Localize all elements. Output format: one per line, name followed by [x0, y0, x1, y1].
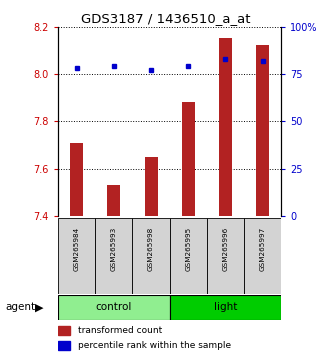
Text: GDS3187 / 1436510_a_at: GDS3187 / 1436510_a_at	[81, 12, 250, 25]
Bar	[107, 185, 120, 216]
Bar	[256, 46, 269, 216]
Bar	[182, 102, 195, 216]
Text: percentile rank within the sample: percentile rank within the sample	[78, 341, 231, 350]
Text: GSM265984: GSM265984	[73, 227, 79, 271]
Bar	[58, 218, 95, 294]
Bar	[58, 295, 169, 320]
Text: light: light	[214, 302, 237, 313]
Bar	[169, 218, 207, 294]
Bar	[207, 218, 244, 294]
Text: control: control	[96, 302, 132, 313]
Bar	[145, 157, 158, 216]
Text: GSM265996: GSM265996	[222, 227, 228, 271]
Bar	[95, 218, 132, 294]
Text: GSM265993: GSM265993	[111, 227, 117, 271]
Text: agent: agent	[5, 302, 35, 312]
Bar	[58, 326, 70, 335]
Text: GSM265998: GSM265998	[148, 227, 154, 271]
Bar	[132, 218, 169, 294]
Text: ▶: ▶	[35, 302, 43, 312]
Bar	[58, 341, 70, 350]
Text: transformed count: transformed count	[78, 326, 162, 335]
Bar	[219, 38, 232, 216]
Bar	[244, 218, 281, 294]
Bar	[70, 143, 83, 216]
Text: GSM265995: GSM265995	[185, 227, 191, 271]
Bar	[169, 295, 281, 320]
Text: GSM265997: GSM265997	[260, 227, 266, 271]
